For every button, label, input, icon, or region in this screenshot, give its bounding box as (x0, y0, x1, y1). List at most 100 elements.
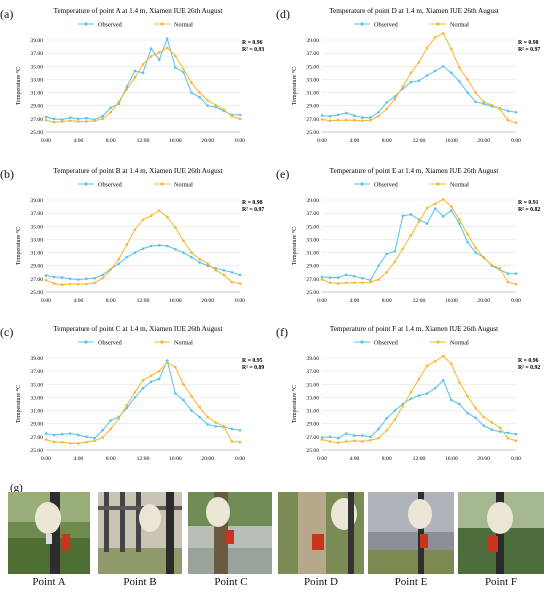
data-point-normal (109, 110, 112, 114)
x-tick-label: 12:00 (413, 456, 426, 462)
chart-legend: Observed Normal (354, 340, 469, 347)
photo-label-e: Point E (394, 576, 428, 588)
photo-point-a (8, 492, 90, 574)
photo-label-d: Point D (304, 576, 338, 588)
y-tick-label: 37.00 (30, 369, 43, 375)
y-tick-label: 25.00 (30, 290, 43, 296)
data-point-observed (125, 406, 129, 410)
y-tick-label: 27.00 (306, 277, 319, 283)
data-point-normal (474, 91, 477, 94)
data-point-normal (441, 354, 445, 358)
data-point-normal (77, 282, 80, 286)
data-point-observed (506, 272, 510, 275)
photo-point-f (458, 492, 544, 574)
data-point-normal (198, 257, 201, 261)
data-point-normal (417, 61, 421, 64)
series-line-normal (45, 361, 241, 444)
x-tick-label: 8:00 (382, 138, 392, 144)
x-tick-label: 20:00 (201, 298, 214, 304)
x-tick-label: 4:00 (73, 456, 83, 462)
data-point-observed (44, 432, 48, 435)
y-tick-label: 29.00 (306, 104, 319, 110)
x-tick-label: 16:00 (169, 138, 182, 144)
data-point-observed (157, 58, 161, 62)
legend-marker-normal (160, 182, 164, 186)
data-point-observed (466, 240, 469, 244)
data-point-normal (101, 276, 104, 280)
y-tick-label: 25.00 (30, 448, 43, 454)
data-point-observed (441, 215, 445, 218)
data-point-normal (361, 119, 364, 123)
x-tick-label: 8:00 (382, 456, 392, 462)
panel-letter: (d) (276, 7, 290, 21)
y-tick-label: 31.00 (306, 409, 319, 415)
r2-value: R² = 0.93 (242, 47, 264, 53)
data-point-normal (474, 246, 477, 250)
data-point-observed (417, 79, 421, 83)
data-point-observed (409, 213, 413, 216)
data-point-observed (474, 100, 477, 104)
x-tick-label: 4:00 (349, 138, 359, 144)
panel-c: Temperature of point C at 1.4 m, Xiamen … (0, 322, 272, 480)
data-point-normal (214, 269, 218, 272)
photo-strip: (g) (0, 478, 550, 596)
data-point-observed (353, 114, 356, 117)
data-point-normal (425, 364, 429, 368)
r2-value: R² = 0.89 (242, 365, 264, 371)
data-point-normal (506, 280, 510, 284)
data-point-observed (506, 109, 510, 113)
y-tick-label: 25.00 (306, 130, 319, 136)
data-point-normal (149, 374, 153, 378)
r2-value: R² = 0.97 (242, 207, 264, 213)
data-point-observed (190, 91, 193, 94)
data-point-normal (117, 100, 121, 104)
x-tick-label: 16:00 (169, 298, 182, 304)
legend-marker-normal (160, 340, 164, 344)
x-tick-label: 20:00 (477, 456, 490, 462)
data-point-observed (149, 47, 153, 50)
data-point-normal (190, 251, 193, 254)
data-point-observed (198, 261, 201, 264)
y-tick-label: 33.00 (306, 77, 319, 83)
data-point-normal (60, 120, 64, 123)
data-point-observed (60, 276, 64, 279)
line-chart: Temperature of point F at 1.4 m, Xiamen … (291, 325, 540, 462)
data-point-observed (222, 269, 226, 272)
data-point-normal (320, 118, 324, 121)
y-tick-label: 25.00 (306, 448, 319, 454)
data-point-normal (165, 215, 169, 219)
y-tick-label: 33.00 (30, 237, 43, 243)
data-point-observed (141, 71, 145, 75)
data-point-normal (230, 280, 234, 284)
data-point-normal (433, 359, 437, 363)
data-point-normal (68, 119, 72, 123)
data-point-normal (157, 209, 161, 212)
data-point-normal (157, 51, 161, 54)
data-point-normal (466, 394, 469, 398)
data-point-observed (141, 247, 145, 250)
data-point-observed (425, 222, 429, 225)
chart-title: Temperature of point D at 1.4 m, Xiamen … (329, 7, 499, 15)
legend-label-observed: Observed (374, 22, 399, 29)
y-tick-label: 33.00 (306, 395, 319, 401)
r2-value: R² = 0.82 (518, 207, 540, 213)
r-value: R = 0.95 (242, 358, 263, 364)
data-point-normal (174, 226, 177, 229)
data-point-observed (401, 214, 405, 218)
data-point-normal (514, 121, 518, 125)
data-point-normal (222, 273, 226, 277)
data-point-observed (514, 272, 518, 275)
y-axis-label: Temperature °C (15, 385, 22, 423)
data-point-normal (514, 439, 518, 443)
panel-letter: (b) (0, 167, 14, 181)
data-point-observed (474, 416, 477, 420)
y-tick-label: 29.00 (30, 422, 43, 428)
data-point-observed (206, 104, 209, 108)
data-point-observed (393, 95, 397, 98)
data-point-observed (60, 432, 64, 436)
legend-marker-observed (360, 182, 364, 186)
data-point-normal (109, 427, 112, 431)
chart-title: Temperature of point B at 1.4 m, Xiamen … (53, 167, 222, 175)
data-point-observed (109, 419, 112, 422)
y-tick-label: 29.00 (306, 422, 319, 428)
